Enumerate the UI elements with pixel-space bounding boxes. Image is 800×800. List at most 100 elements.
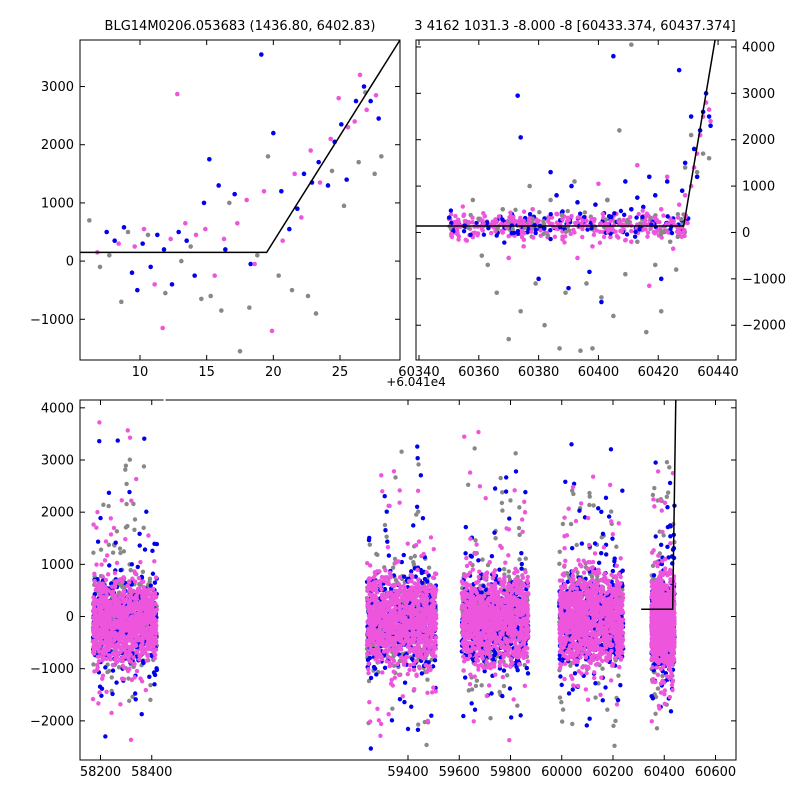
data-point-gray (265, 154, 271, 159)
data-point-blue (533, 230, 538, 236)
data-point-magenta (104, 634, 110, 640)
data-point-blue (623, 179, 628, 184)
data-point-magenta (97, 654, 103, 659)
data-point-magenta (150, 631, 155, 636)
data-point-magenta (146, 625, 151, 630)
data-point-magenta (269, 328, 275, 334)
y-tick-label: −2000 (742, 319, 786, 334)
data-point-gray (121, 549, 127, 554)
data-point-magenta (412, 636, 417, 642)
data-point-magenta (422, 648, 427, 653)
data-point-magenta (481, 221, 486, 226)
data-point-magenta (481, 211, 486, 216)
data-point-magenta (387, 663, 392, 669)
data-point-magenta (142, 587, 148, 592)
data-point-blue (366, 537, 372, 543)
x-tick-label: 20 (265, 365, 282, 380)
data-point-blue (409, 569, 414, 574)
data-point-gray (110, 550, 116, 555)
data-point-blue (432, 657, 438, 663)
data-point-gray (629, 42, 634, 47)
data-point-magenta (640, 208, 645, 213)
data-point-blue (176, 229, 181, 235)
data-point-magenta (517, 221, 522, 226)
data-point-magenta (119, 498, 124, 503)
data-point-blue (448, 208, 454, 213)
data-point-gray (118, 550, 123, 556)
data-point-gray (384, 534, 389, 539)
data-point-magenta (413, 658, 418, 664)
data-point-magenta (100, 634, 105, 640)
data-point-magenta (366, 613, 372, 619)
data-point-magenta (136, 629, 142, 635)
data-point-magenta (122, 600, 127, 605)
data-point-magenta (370, 595, 375, 600)
data-point-magenta (138, 676, 143, 681)
data-point-blue (389, 718, 395, 723)
data-point-magenta (118, 702, 123, 707)
data-point-magenta (102, 604, 107, 610)
data-point-magenta (96, 631, 101, 636)
data-point-magenta (140, 602, 146, 608)
data-point-blue (525, 230, 530, 235)
data-point-magenta (706, 107, 712, 112)
data-point-magenta (389, 598, 394, 604)
data-point-magenta (221, 236, 227, 242)
data-point-magenta (416, 637, 421, 642)
data-point-gray (255, 252, 260, 258)
data-point-magenta (127, 644, 133, 650)
data-point-magenta (94, 619, 99, 625)
data-point-blue (611, 53, 616, 59)
data-point-magenta (682, 228, 687, 233)
data-point-magenta (400, 590, 406, 595)
data-point-blue (599, 299, 604, 305)
data-point-magenta (145, 646, 151, 652)
data-point-magenta (127, 435, 133, 440)
data-point-magenta (127, 598, 133, 604)
data-point-blue (295, 206, 300, 212)
data-point-magenta (472, 230, 478, 235)
data-point-magenta (616, 219, 621, 224)
x-tick-label: 10 (132, 365, 149, 380)
data-point-magenta (453, 213, 458, 219)
data-point-magenta (635, 162, 640, 168)
data-point-blue (353, 98, 359, 104)
data-point-blue (150, 548, 155, 554)
data-point-gray (289, 287, 295, 293)
data-point-magenta (112, 630, 118, 635)
data-point-magenta (92, 571, 97, 577)
data-point-magenta (93, 598, 98, 603)
data-point-magenta (137, 657, 142, 662)
data-point-magenta (395, 644, 401, 649)
data-point-magenta (92, 633, 97, 638)
data-point-gray (412, 553, 418, 559)
data-point-blue (155, 232, 160, 238)
data-point-magenta (96, 701, 101, 706)
data-point-magenta (110, 622, 115, 627)
data-point-gray (219, 308, 224, 313)
data-point-gray (515, 703, 520, 708)
data-point-magenta (135, 636, 141, 641)
data-point-magenta (584, 218, 589, 224)
data-point-blue (548, 236, 553, 242)
data-point-magenta (623, 238, 628, 243)
data-point-magenta (535, 218, 540, 223)
data-point-magenta (395, 661, 400, 667)
data-point-blue (527, 212, 533, 217)
data-point-blue (113, 540, 118, 545)
data-point-magenta (121, 575, 126, 580)
data-point-magenta (244, 197, 249, 203)
data-point-magenta (433, 640, 438, 645)
data-point-magenta (378, 721, 384, 727)
data-point-magenta (151, 648, 156, 653)
data-point-magenta (91, 651, 97, 656)
data-point-blue (137, 531, 142, 537)
data-point-magenta (381, 578, 387, 584)
data-point-blue (368, 675, 374, 681)
data-point-blue (511, 230, 517, 235)
data-point-magenta (430, 606, 436, 612)
data-point-magenta (675, 226, 681, 231)
data-point-magenta (99, 596, 104, 601)
data-point-magenta (563, 234, 568, 239)
data-point-magenta (370, 630, 375, 635)
